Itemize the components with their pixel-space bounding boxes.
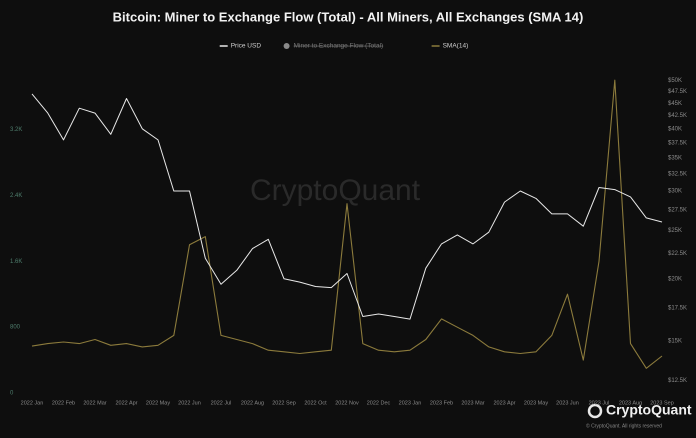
y-tick-label: 1.6K — [10, 259, 22, 265]
x-tick-label: 2023 Feb — [430, 400, 453, 406]
y2-tick-label: $42.5K — [668, 113, 687, 119]
x-tick-label: 2022 Feb — [52, 400, 75, 406]
series-line — [31, 93, 663, 320]
y2-tick-label: $22.5K — [668, 251, 687, 257]
y2-tick-label: $15K — [668, 339, 682, 345]
x-tick-label: 2023 Aug — [619, 400, 642, 406]
x-tick-label: 2022 May — [146, 400, 170, 406]
x-tick-label: 2023 Jun — [556, 400, 579, 406]
y2-tick-label: $45K — [668, 101, 682, 107]
x-tick-label: 2023 Mar — [461, 400, 484, 406]
y-tick-label: 3.2K — [10, 127, 22, 133]
y-tick-label: 0 — [10, 391, 14, 397]
y2-tick-label: $17.5K — [668, 305, 687, 311]
x-tick-label: 2022 Dec — [367, 400, 391, 406]
series-line — [31, 79, 663, 369]
chart-title: Bitcoin: Miner to Exchange Flow (Total) … — [113, 9, 584, 24]
x-tick-label: 2023 Apr — [493, 400, 515, 406]
y2-tick-label: $37.5K — [668, 140, 687, 146]
y2-tick-label: $32.5K — [668, 171, 687, 177]
y-tick-label: 800 — [10, 325, 21, 331]
y2-tick-label: $50K — [668, 78, 682, 84]
x-tick-label: 2022 Apr — [115, 400, 137, 406]
legend-label: Price USD — [231, 43, 262, 50]
watermark: CryptoQuant — [250, 174, 421, 207]
x-tick-label: 2022 Jan — [21, 400, 44, 406]
y-tick-label: 2.4K — [10, 193, 22, 199]
y2-tick-label: $27.5K — [668, 207, 687, 213]
copyright: © CryptoQuant. All rights reserved — [586, 422, 662, 429]
y2-tick-label: $47.5K — [668, 89, 687, 95]
y2-tick-label: $25K — [668, 228, 682, 234]
y2-tick-label: $40K — [668, 126, 682, 132]
legend-marker — [283, 43, 290, 49]
x-tick-label: 2023 Sep — [650, 400, 674, 406]
x-tick-label: 2022 Aug — [241, 400, 264, 406]
x-tick-label: 2022 Jul — [211, 400, 232, 406]
x-tick-label: 2023 Jul — [589, 400, 610, 406]
y2-tick-label: $12.5K — [668, 378, 687, 384]
x-tick-label: 2022 Sep — [272, 400, 296, 406]
y2-tick-label: $30K — [668, 189, 682, 195]
x-tick-label: 2022 Oct — [304, 400, 327, 406]
brand-name: CryptoQuant — [606, 402, 692, 418]
legend-label: SMA(14) — [443, 43, 469, 50]
x-tick-label: 2022 Mar — [83, 400, 106, 406]
x-tick-label: 2023 Jan — [399, 400, 422, 406]
x-tick-label: 2023 May — [524, 400, 548, 406]
legend-label: Miner to Exchange Flow (Total) — [294, 43, 384, 50]
legend: Price USD Miner to Exchange Flow (Total) S… — [219, 43, 469, 50]
x-tick-label: 2022 Nov — [335, 400, 359, 406]
y2-tick-label: $35K — [668, 155, 682, 161]
brand-logo — [587, 403, 603, 419]
x-tick-label: 2022 Jun — [178, 400, 201, 406]
y2-tick-label: $20K — [668, 276, 682, 282]
